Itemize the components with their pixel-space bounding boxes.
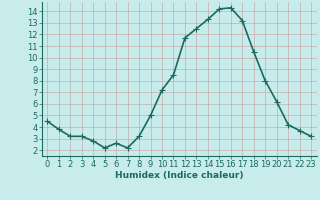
X-axis label: Humidex (Indice chaleur): Humidex (Indice chaleur) — [115, 171, 244, 180]
